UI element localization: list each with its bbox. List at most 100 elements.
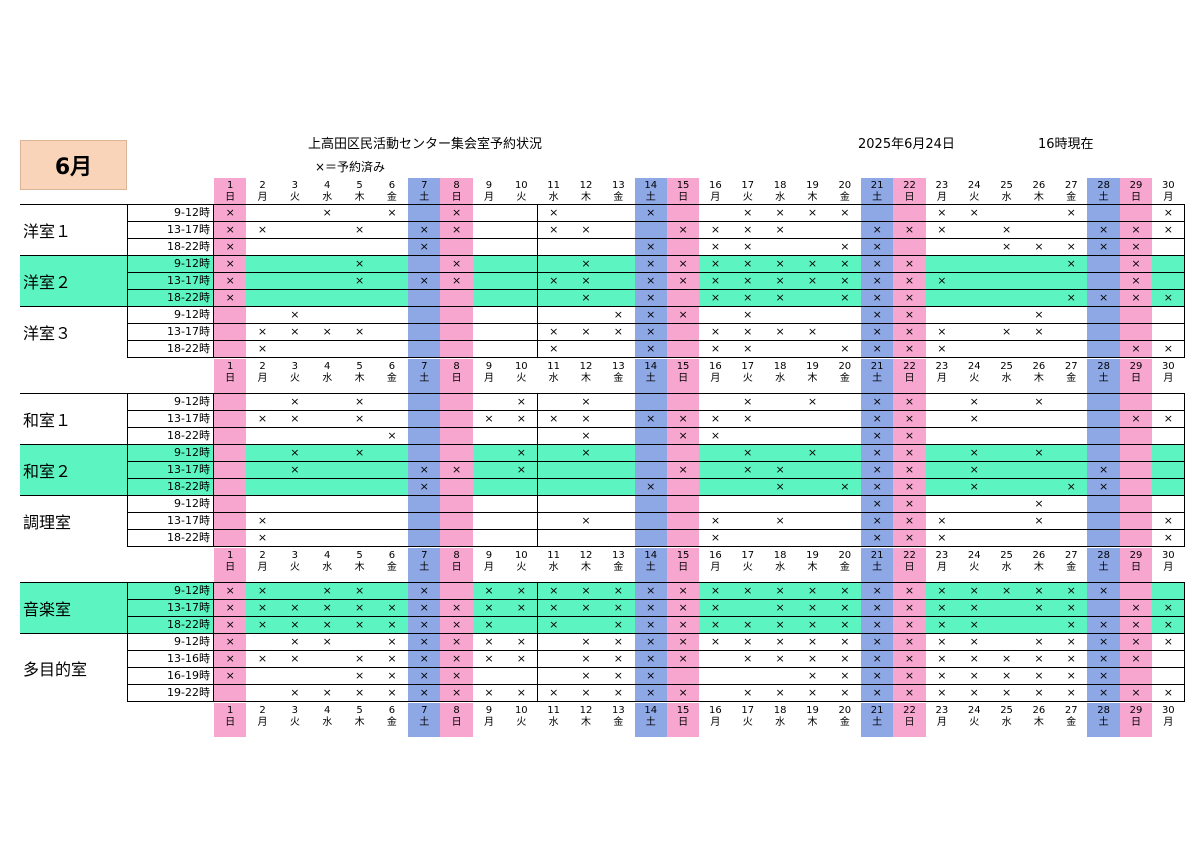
slot-cell[interactable]: [278, 427, 313, 445]
slot-cell[interactable]: ×: [408, 478, 442, 496]
slot-cell[interactable]: ×: [440, 633, 474, 651]
slot-cell[interactable]: [990, 444, 1024, 462]
slot-cell[interactable]: [569, 495, 604, 513]
slot-cell[interactable]: ×: [861, 461, 895, 479]
slot-cell[interactable]: ×: [828, 204, 862, 222]
slot-cell[interactable]: [699, 461, 733, 479]
slot-cell[interactable]: [828, 410, 862, 428]
slot-cell[interactable]: [278, 667, 313, 685]
slot-cell[interactable]: ×: [861, 495, 895, 513]
slot-cell[interactable]: ×: [731, 323, 765, 341]
slot-cell[interactable]: [537, 427, 571, 445]
slot-cell[interactable]: ×: [375, 427, 410, 445]
slot-cell[interactable]: [925, 478, 960, 496]
slot-cell[interactable]: [958, 427, 992, 445]
slot-cell[interactable]: [343, 306, 377, 324]
slot-cell[interactable]: [1055, 495, 1089, 513]
slot-cell[interactable]: [990, 633, 1024, 651]
slot-cell[interactable]: ×: [990, 238, 1024, 256]
slot-cell[interactable]: [731, 478, 765, 496]
slot-cell[interactable]: ×: [796, 599, 830, 617]
slot-cell[interactable]: ×: [861, 289, 895, 307]
slot-cell[interactable]: [472, 204, 507, 222]
slot-cell[interactable]: ×: [1022, 323, 1057, 341]
slot-cell[interactable]: [763, 529, 798, 547]
slot-cell[interactable]: ×: [666, 650, 701, 668]
slot-cell[interactable]: ×: [828, 478, 862, 496]
slot-cell[interactable]: [990, 255, 1024, 273]
slot-cell[interactable]: ×: [214, 633, 248, 651]
slot-cell[interactable]: [1055, 306, 1089, 324]
slot-cell[interactable]: [699, 667, 733, 685]
slot-cell[interactable]: [666, 393, 701, 411]
slot-cell[interactable]: [375, 444, 410, 462]
slot-cell[interactable]: [1152, 461, 1186, 479]
slot-cell[interactable]: ×: [472, 684, 507, 702]
slot-cell[interactable]: ×: [958, 650, 992, 668]
slot-cell[interactable]: [1022, 478, 1057, 496]
slot-cell[interactable]: ×: [440, 272, 474, 290]
slot-cell[interactable]: ×: [958, 582, 992, 600]
slot-cell[interactable]: ×: [666, 684, 701, 702]
slot-cell[interactable]: [731, 667, 765, 685]
slot-cell[interactable]: ×: [731, 272, 765, 290]
slot-cell[interactable]: ×: [1022, 495, 1057, 513]
slot-cell[interactable]: ×: [990, 323, 1024, 341]
slot-cell[interactable]: [375, 255, 410, 273]
slot-cell[interactable]: [343, 289, 377, 307]
slot-cell[interactable]: [375, 410, 410, 428]
slot-cell[interactable]: [666, 340, 701, 358]
slot-cell[interactable]: [408, 410, 442, 428]
slot-cell[interactable]: ×: [893, 340, 927, 358]
slot-cell[interactable]: ×: [246, 340, 280, 358]
slot-cell[interactable]: [1119, 512, 1154, 530]
slot-cell[interactable]: [958, 221, 992, 239]
slot-cell[interactable]: [1087, 444, 1121, 462]
slot-cell[interactable]: ×: [990, 667, 1024, 685]
slot-cell[interactable]: ×: [893, 427, 927, 445]
slot-cell[interactable]: ×: [893, 323, 927, 341]
slot-cell[interactable]: [1087, 393, 1121, 411]
slot-cell[interactable]: [537, 633, 571, 651]
slot-cell[interactable]: [925, 410, 960, 428]
slot-cell[interactable]: [214, 306, 248, 324]
slot-cell[interactable]: [1152, 495, 1186, 513]
slot-cell[interactable]: [472, 289, 507, 307]
slot-cell[interactable]: [505, 495, 539, 513]
slot-cell[interactable]: ×: [634, 238, 668, 256]
slot-cell[interactable]: [893, 238, 927, 256]
slot-cell[interactable]: ×: [925, 204, 960, 222]
slot-cell[interactable]: [1022, 410, 1057, 428]
slot-cell[interactable]: [472, 478, 507, 496]
slot-cell[interactable]: [958, 306, 992, 324]
slot-cell[interactable]: [343, 633, 377, 651]
slot-cell[interactable]: [505, 667, 539, 685]
slot-cell[interactable]: ×: [763, 323, 798, 341]
slot-cell[interactable]: ×: [763, 478, 798, 496]
slot-cell[interactable]: ×: [699, 582, 733, 600]
slot-cell[interactable]: [1087, 323, 1121, 341]
slot-cell[interactable]: ×: [731, 410, 765, 428]
slot-cell[interactable]: ×: [246, 529, 280, 547]
slot-cell[interactable]: [763, 238, 798, 256]
slot-cell[interactable]: ×: [1022, 599, 1057, 617]
slot-cell[interactable]: ×: [861, 393, 895, 411]
slot-cell[interactable]: [472, 323, 507, 341]
slot-cell[interactable]: [731, 529, 765, 547]
slot-cell[interactable]: ×: [990, 684, 1024, 702]
slot-cell[interactable]: [311, 461, 345, 479]
slot-cell[interactable]: ×: [311, 633, 345, 651]
slot-cell[interactable]: [569, 306, 604, 324]
slot-cell[interactable]: ×: [893, 650, 927, 668]
slot-cell[interactable]: ×: [1152, 684, 1186, 702]
slot-cell[interactable]: [925, 306, 960, 324]
slot-cell[interactable]: [1119, 478, 1154, 496]
slot-cell[interactable]: [408, 289, 442, 307]
slot-cell[interactable]: [1152, 650, 1186, 668]
slot-cell[interactable]: ×: [1022, 667, 1057, 685]
slot-cell[interactable]: [408, 255, 442, 273]
slot-cell[interactable]: [246, 495, 280, 513]
slot-cell[interactable]: ×: [569, 512, 604, 530]
slot-cell[interactable]: [1119, 306, 1154, 324]
slot-cell[interactable]: ×: [569, 323, 604, 341]
